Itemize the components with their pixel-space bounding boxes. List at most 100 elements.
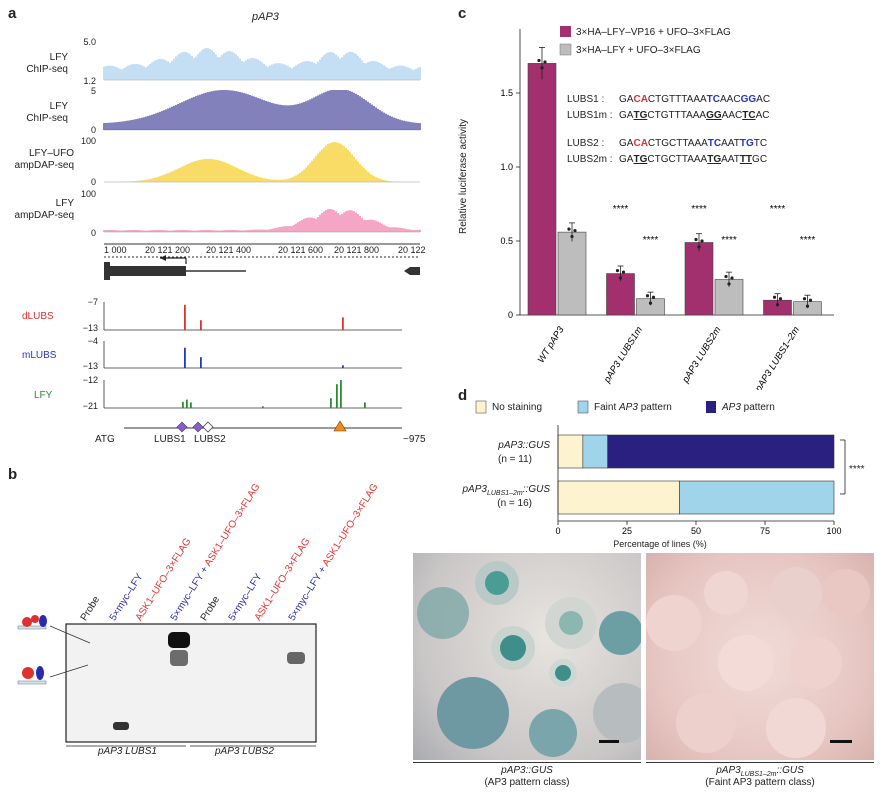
scale-bar-1 [599, 740, 619, 743]
y-tick-label: 0 [508, 310, 513, 320]
track4-min: 0 [90, 228, 96, 238]
sequence-row: LUBS2m : GATGCTGCTTAAATGAATTTGC [567, 152, 770, 168]
data-point [775, 303, 780, 307]
data-point [802, 297, 807, 301]
track1-min: 1.2 [83, 76, 96, 86]
score-mark [262, 406, 264, 408]
coord-5: 20 121 800 [334, 245, 380, 255]
track2-max: 5 [90, 86, 96, 96]
y-tick-label: 1.0 [500, 162, 513, 172]
data-point [648, 301, 653, 305]
stack-segment [607, 434, 835, 469]
band-shift-1b [170, 650, 188, 666]
score-mark [330, 398, 332, 408]
photo2-caption-2: (Faint AP3 pattern class) [705, 777, 815, 788]
data-point [697, 245, 701, 249]
legend-faint-swatch [577, 400, 589, 414]
score-mark [186, 399, 188, 408]
gel-group-2: pAP3 LUBS2 [215, 746, 274, 757]
score-lfy-bottom: −21 [82, 401, 98, 411]
legend-ap3-swatch [706, 401, 716, 413]
coord-3: 20 121 400 [206, 245, 252, 255]
stack-segment [679, 480, 835, 515]
sequence-text: GATGCTGCTTAAATGAATTTGC [619, 154, 768, 165]
staining-chart: 0 25 50 75 100 [475, 400, 846, 536]
y-tick-label: 0.5 [500, 236, 513, 246]
photo1-caption-2: (AP3 pattern class) [484, 777, 570, 788]
significance-label: **** [770, 204, 786, 215]
complex-icon-small [17, 666, 47, 685]
score-mark [342, 365, 344, 368]
coord-2: 20 121 200 [145, 245, 191, 255]
chart-ylabel: Relative luciferase activity [458, 118, 469, 234]
panel-d-label: d [458, 387, 468, 404]
lubs1b-diamond [192, 421, 204, 433]
track-label-3: LFY–UFO ampDAP-seq [14, 148, 74, 171]
x-category-label: WT pAP3 [536, 324, 567, 365]
score-mark [182, 401, 184, 408]
emsa-gel [17, 615, 317, 747]
sequence-row: LUBS1 : GACACTGTTTAAATCAACGGAC [567, 92, 770, 108]
site-lubs2: LUBS2 [194, 434, 226, 445]
legend-swatch-2 [559, 43, 572, 56]
photo-faint-pattern [646, 553, 874, 760]
score-mlubs-top: −4 [87, 336, 98, 346]
x-category-label: pAP3 LUBS1m [601, 325, 645, 386]
site-lubs1: LUBS1 [154, 434, 186, 445]
y-tick-label: 1.5 [500, 88, 513, 98]
luciferase-chart: 0 0.5 1.0 1.5 WT pAP3 **** **** pAP3 LUBS1m ****… [500, 26, 834, 390]
gel-group-1: pAP3 LUBS1 [98, 746, 157, 757]
genome-tracks [103, 48, 421, 433]
photo2-caption-1: pAP3LUBS1–2m::GUS [716, 765, 804, 778]
row1-n: (n = 11) [498, 454, 532, 465]
x-tick-label: 25 [622, 526, 632, 536]
score-track-lfy: LFY [34, 390, 53, 401]
sequence-name: LUBS1 : [567, 94, 605, 105]
significance-label: **** [691, 204, 707, 215]
photo1-rule [413, 762, 641, 763]
legend-none-swatch [475, 400, 487, 414]
photo2-rule [646, 762, 874, 763]
score-mark [184, 304, 186, 330]
track-label-2: LFY ChIP-seq [26, 101, 68, 124]
photo-ap3-pattern [413, 553, 641, 760]
panel-b-label: b [8, 466, 18, 483]
track2-min: 0 [90, 125, 96, 135]
legend-swatch-1 [560, 26, 571, 37]
sequence-text: GATGCTGTTTAAAGGAACTCAC [619, 110, 770, 121]
sequence-block: LUBS1 : GACACTGTTTAAATCAACGGAC LUBS1m : GAT… [567, 92, 770, 168]
data-point [808, 298, 813, 302]
axis-975: −975 [403, 434, 426, 445]
legend-label-1: 3×HA–LFY–VP16 + UFO–3×FLAG [576, 27, 731, 38]
track1-max: 5.0 [83, 37, 96, 47]
significance-label: **** [721, 235, 737, 246]
stack-significance: **** [849, 464, 865, 475]
score-track-dlubs: dLUBS [22, 311, 54, 322]
track-label-4: LFY ampDAP-seq [14, 198, 74, 221]
data-point [540, 66, 544, 70]
data-point [615, 269, 620, 273]
score-mark [342, 317, 344, 330]
x-tick-label: 50 [691, 526, 701, 536]
data-point [727, 282, 731, 286]
bar [527, 63, 557, 316]
lfy-site-triangle [333, 420, 347, 432]
bar [557, 231, 587, 316]
score-mark [340, 380, 342, 408]
band-shift-1 [168, 632, 190, 648]
data-point [618, 276, 623, 280]
significance-label: **** [800, 235, 816, 246]
data-point [700, 239, 704, 243]
panel-a-title: pAP3 [252, 11, 279, 23]
data-point [537, 58, 541, 63]
data-point [730, 276, 734, 280]
track4-max: 100 [80, 189, 96, 199]
arrow-icon [160, 255, 166, 261]
band-shift-2 [287, 652, 305, 664]
data-point [645, 294, 650, 298]
x-tick-label: 100 [826, 526, 841, 536]
lubs1-diamond [176, 421, 188, 433]
coord-6: 20 122 [398, 245, 426, 255]
data-point [651, 295, 656, 299]
x-category-label: pAP3 LUBS1–2m [753, 325, 802, 390]
